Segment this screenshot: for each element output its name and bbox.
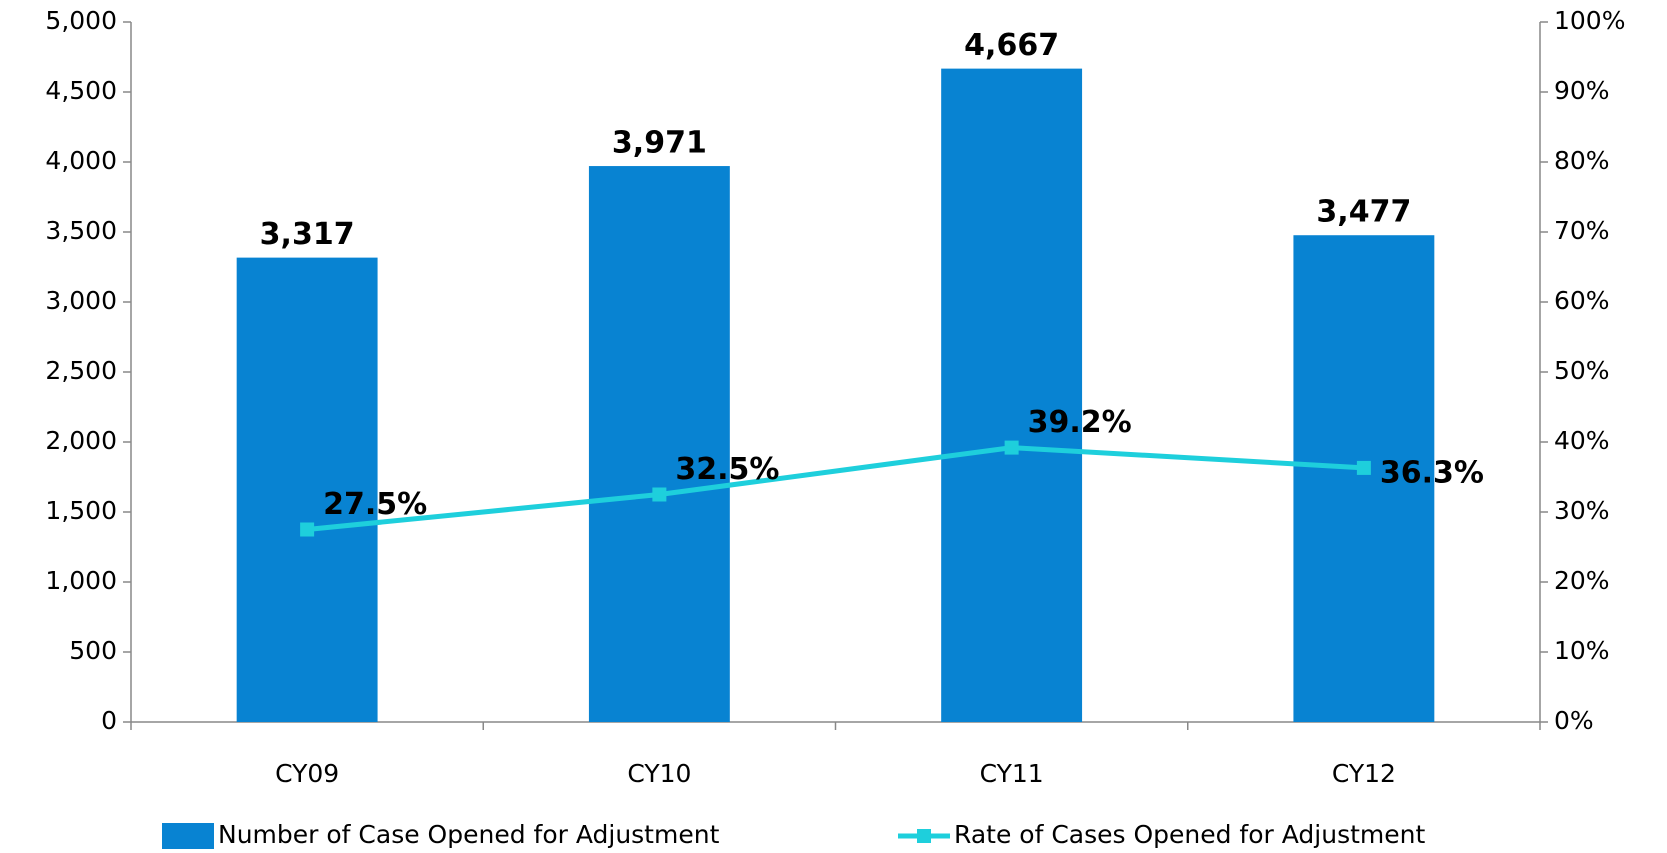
y2-tick-label: 40% (1554, 426, 1610, 455)
y-tick-label: 500 (69, 636, 117, 665)
y2-tick-label: 0% (1554, 706, 1594, 735)
line-value-label: 27.5% (323, 487, 427, 522)
y2-tick-label: 90% (1554, 76, 1610, 105)
y-tick-label: 4,000 (45, 146, 117, 175)
bar-value-label: 3,971 (612, 126, 707, 161)
line-marker (1004, 440, 1019, 455)
y2-tick-label: 20% (1554, 566, 1610, 595)
bar (1293, 235, 1435, 722)
line-value-label: 32.5% (675, 452, 779, 487)
y-tick-label: 1,000 (45, 566, 117, 595)
y-tick-label: 4,500 (45, 76, 117, 105)
y-tick-label: 3,500 (45, 216, 117, 245)
x-tick-label: CY11 (980, 759, 1044, 788)
legend-label: Rate of Cases Opened for Adjustment (954, 820, 1425, 849)
y-tick-label: 2,000 (45, 426, 117, 455)
legend-label: Number of Case Opened for Adjustment (218, 820, 720, 849)
y-tick-label: 0 (101, 706, 117, 735)
y2-tick-label: 100% (1554, 6, 1625, 35)
y2-tick-label: 30% (1554, 496, 1610, 525)
x-tick-label: CY12 (1332, 759, 1396, 788)
line-value-label: 39.2% (1028, 405, 1132, 440)
y-tick-label: 5,000 (45, 6, 117, 35)
bar (236, 257, 378, 722)
legend-swatch (917, 829, 931, 843)
line-marker (300, 522, 315, 537)
legend-swatch (162, 823, 214, 849)
line-marker (1356, 460, 1371, 475)
y2-tick-label: 50% (1554, 356, 1610, 385)
bar-value-label: 4,667 (964, 28, 1059, 63)
line (306, 445, 1365, 532)
y-tick-label: 2,500 (45, 356, 117, 385)
bar-value-label: 3,317 (260, 217, 355, 252)
line-value-label: 36.3% (1380, 455, 1484, 490)
x-tick-label: CY10 (627, 759, 691, 788)
y-tick-label: 1,500 (45, 496, 117, 525)
bar (941, 68, 1083, 723)
y-tick-label: 3,000 (45, 286, 117, 315)
x-tick-label: CY09 (275, 759, 339, 788)
y2-tick-label: 80% (1554, 146, 1610, 175)
bar-value-label: 3,477 (1316, 195, 1411, 230)
y2-tick-label: 10% (1554, 636, 1610, 665)
y2-tick-label: 60% (1554, 286, 1610, 315)
bar (588, 166, 730, 722)
line-marker (652, 487, 667, 502)
y2-tick-label: 70% (1554, 216, 1610, 245)
